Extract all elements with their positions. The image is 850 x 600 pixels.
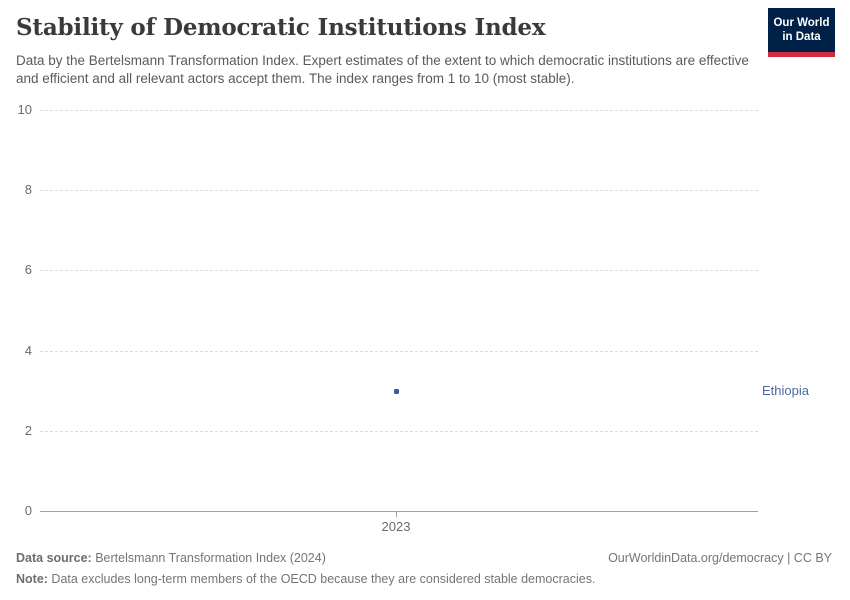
note-line: Note: Data excludes long-term members of… [16,572,595,586]
data-source-text: Bertelsmann Transformation Index (2024) [91,551,326,565]
owid-logo[interactable]: Our World in Data [768,8,835,57]
page-title: Stability of Democratic Institutions Ind… [16,14,546,41]
y-axis-tick-label: 6 [24,262,32,278]
chart-footer: Data source: Bertelsmann Transformation … [16,548,832,589]
entity-label-ethiopia[interactable]: Ethiopia [762,382,809,398]
y-axis-tick-label: 10 [17,102,32,117]
owid-logo-line1: Our World [773,16,830,29]
owid-license-link[interactable]: OurWorldinData.org/democracy | CC BY [608,551,832,565]
gridline [40,350,758,352]
note-text: Data excludes long-term members of the O… [47,571,596,586]
y-axis-tick-label: 4 [24,342,32,358]
note-label: Note: [16,571,48,586]
gridline [40,270,758,272]
x-axis-line [40,511,758,512]
x-axis-tick-label: 2023 [381,519,411,534]
data-source-label: Data source: [16,551,92,565]
data-point-ethiopia[interactable] [394,388,399,394]
x-axis-tick-mark [396,512,397,517]
owid-logo-line2: in Data [782,31,821,43]
gridline [40,110,758,111]
owid-logo-text: Our World in Data [768,8,835,52]
y-axis-tick-label: 8 [24,182,32,198]
gridline [40,190,758,192]
gridline [40,430,758,432]
owid-logo-accent-bar [768,52,835,57]
data-source-line: Data source: Bertelsmann Transformation … [16,548,326,569]
y-axis-tick-label: 0 [24,503,32,518]
y-axis-tick-label: 2 [24,422,32,438]
chart-subtitle: Data by the Bertelsmann Transformation I… [16,53,749,86]
